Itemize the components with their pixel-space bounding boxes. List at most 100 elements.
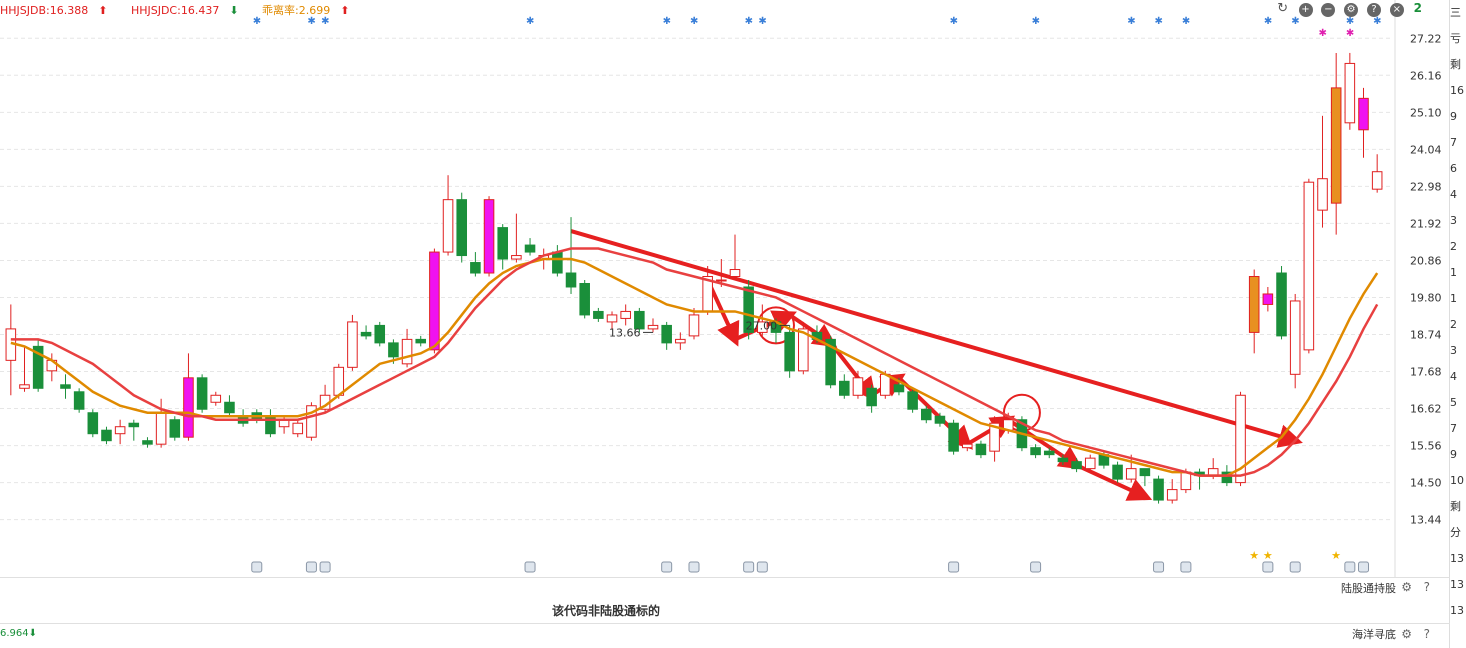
bottom-indicator-value: 6.964⬇ [0, 628, 38, 639]
series-line-hhjsjdc [10, 247, 1379, 477]
signal-star-icon: ✱ [526, 16, 534, 27]
bottom-indicator-label[interactable]: 海洋寻底 [1352, 628, 1396, 641]
candle-body [729, 269, 741, 278]
candle-body [374, 324, 386, 344]
y-tick-label: 25.10 [1410, 106, 1442, 119]
event-icon [1358, 561, 1370, 573]
candle-body [880, 373, 891, 396]
candle-body [347, 321, 358, 368]
bottom-settings-icon[interactable]: ⚙ [1401, 627, 1412, 641]
candle-body [675, 338, 686, 344]
y-tick-label: 18.74 [1410, 328, 1442, 341]
side-panel-item: 3 [1450, 344, 1457, 357]
candle-body [620, 310, 631, 319]
refresh-icon[interactable]: ↻ [1277, 1, 1289, 16]
indicator-legend: HHJSJDB:16.388 ⬆ HHJSJDC:16.437 ⬇ 乖离率:2.69… [0, 2, 369, 18]
candle-body [688, 314, 700, 337]
settings-icon[interactable]: ⚙ [1344, 3, 1359, 17]
candle-body [196, 377, 208, 410]
candle-body [743, 286, 754, 333]
side-panel-item: 13 [1450, 604, 1464, 617]
candle-body [142, 440, 153, 445]
price-annotation: 13.66 [609, 326, 641, 339]
candle-body [128, 422, 140, 428]
candle-body [32, 345, 44, 389]
candle-body [920, 408, 932, 421]
side-panel-item: 1 [1450, 292, 1457, 305]
candle-body [634, 310, 645, 330]
close-icon[interactable]: × [1389, 3, 1404, 17]
candle-body [114, 426, 126, 435]
zigzag-arrow [829, 341, 877, 402]
candle-body [483, 199, 495, 274]
candles [5, 52, 1383, 504]
candle-body [989, 422, 1000, 452]
side-panel-item: 13 [1450, 552, 1464, 565]
candle-body [1262, 293, 1274, 305]
candle-body [1030, 447, 1041, 456]
zoom-in-icon[interactable]: + [1298, 3, 1313, 17]
zigzag-arrow [966, 415, 1016, 446]
candle-body [1289, 300, 1301, 375]
signal-star-icon: ✱ [1264, 16, 1272, 27]
event-icon [743, 561, 755, 573]
candle-body [1248, 276, 1260, 333]
candle-body [907, 391, 918, 410]
candle-body [388, 342, 399, 358]
side-panel-item: 9 [1450, 448, 1457, 461]
candle-body [757, 321, 768, 333]
signal-star-icon: ✱ [253, 16, 261, 27]
candle-body [593, 310, 604, 319]
help-icon[interactable]: ? [1366, 3, 1381, 17]
corner-value: 2 [1413, 1, 1422, 15]
signal-star-icon: ✱ [1346, 16, 1354, 27]
downtrend-line [570, 229, 1303, 448]
candle-body [1043, 450, 1055, 456]
side-panel-item: 6 [1450, 162, 1457, 175]
signal-star-icon: ✱ [321, 16, 329, 27]
candle-body [1317, 178, 1328, 211]
side-panel-item: 10 [1450, 474, 1464, 487]
y-tick-label: 26.16 [1410, 69, 1442, 82]
price-annotation: 27.00 [746, 319, 778, 332]
event-icon [1344, 561, 1356, 573]
signal-star-icon: ✱ [663, 16, 671, 27]
side-panel-item: 13 [1450, 578, 1464, 591]
side-panel-item: 16 [1450, 84, 1464, 97]
side-panel-item: 1 [1450, 266, 1457, 279]
lugutong-help-icon[interactable]: ? [1423, 580, 1430, 594]
lugutong-settings-icon[interactable]: ⚙ [1401, 580, 1412, 594]
candle-body [87, 412, 99, 435]
signal-star-icon: ✱ [1155, 16, 1163, 27]
candle-body [825, 338, 836, 386]
candle-body [893, 384, 905, 393]
candle-body [606, 314, 618, 323]
candle-body [716, 279, 727, 282]
candle-body [360, 331, 372, 337]
y-tick-label: 22.98 [1410, 180, 1442, 193]
candle-body [1057, 457, 1069, 463]
y-tick-label: 24.04 [1410, 143, 1442, 156]
signal-star-icon: ✱ [950, 16, 958, 27]
bottom-help-icon[interactable]: ? [1423, 627, 1430, 641]
side-panel-item: 7 [1450, 136, 1457, 149]
side-panel-item: 2 [1450, 318, 1457, 331]
side-panel-item: 3 [1450, 214, 1457, 227]
signal-star-icon: ✱ [1127, 16, 1135, 27]
candle-body [73, 391, 85, 410]
candle-body [1125, 468, 1137, 480]
lugutong-label[interactable]: 陆股通持股 [1341, 582, 1396, 595]
candle-body [1221, 471, 1233, 484]
candle-body [60, 384, 71, 389]
candle-body [552, 251, 563, 274]
candle-body [1358, 97, 1369, 131]
zigzag-arrow [1075, 463, 1153, 501]
side-panel-item: 三 [1450, 6, 1461, 19]
event-icon [524, 561, 536, 573]
event-icon [1030, 561, 1042, 573]
legend-item-hhjsjdc: HHJSJDC:16.437 ⬇ [130, 4, 239, 17]
zoom-out-icon[interactable]: − [1321, 3, 1336, 17]
signal-markers: ✱ ✱ ✱ ✱ ✱ ✱ ✱ ✱ ✱ ✱ ✱ ✱ ✱ ✱ ✱ ✱ ✱✱ ✱★ ★ ★ [251, 16, 1382, 573]
candle-body [866, 387, 877, 407]
